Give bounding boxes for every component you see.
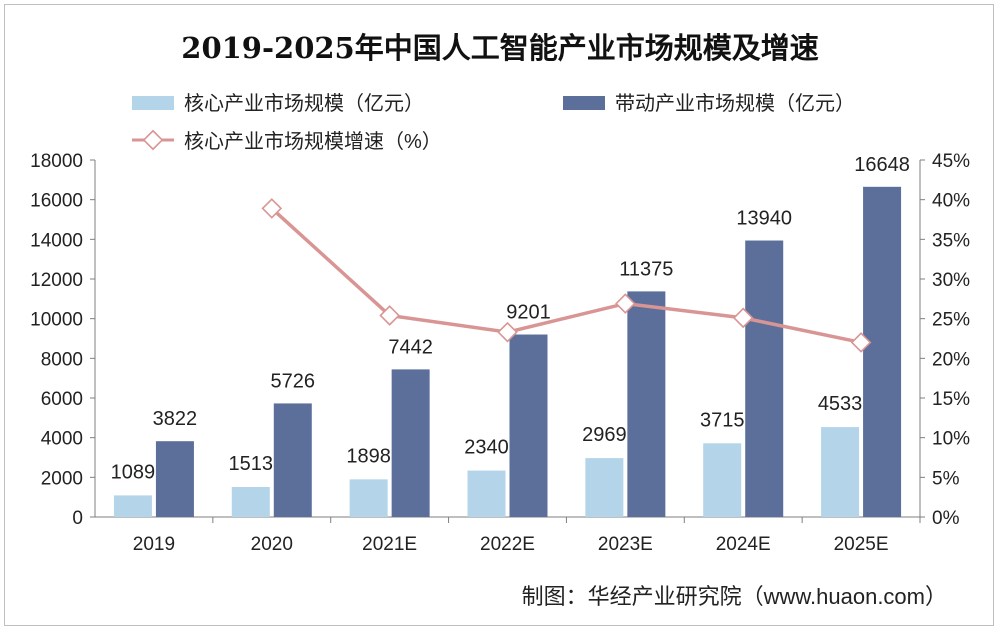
y-left-tick-label: 10000 [30, 310, 83, 331]
growth-point [732, 307, 754, 329]
legend-label-growth: 核心产业市场规模增速（%） [184, 130, 442, 153]
source-note: 制图：华经产业研究院（www.huaon.com） [522, 584, 947, 609]
x-tick-label: 2024E [716, 534, 771, 555]
bar-core [821, 427, 860, 517]
x-tick-label: 2020 [251, 534, 293, 555]
growth-point [497, 321, 518, 343]
data-label-core: 1898 [346, 445, 391, 467]
data-label-core: 1513 [229, 453, 274, 475]
data-label-core: 2340 [464, 437, 509, 459]
x-tick-label: 2023E [598, 534, 653, 555]
y-right-tick-label: 5% [932, 468, 960, 489]
y-right-tick-label: 30% [932, 270, 970, 291]
y-right-tick-label: 15% [932, 389, 970, 410]
y-left-tick-label: 8000 [41, 349, 83, 370]
bar-driven [391, 369, 430, 517]
y-left-tick-label: 4000 [41, 429, 83, 450]
y-right-tick-label: 20% [932, 349, 970, 370]
chart-title: 2019-2025年中国人工智能产业市场规模及增速 [181, 31, 818, 65]
y-left-tick-label: 2000 [41, 468, 83, 489]
y-left-tick-label: 16000 [30, 191, 83, 212]
legend-swatch-core [132, 96, 174, 110]
y-right-tick-label: 0% [932, 508, 960, 529]
data-label-driven: 7442 [388, 336, 433, 358]
bar-driven [627, 291, 666, 517]
y-left-tick-label: 18000 [30, 151, 83, 172]
data-label-driven: 13940 [736, 208, 792, 230]
legend-swatch-driven [563, 96, 605, 110]
legend-label-core: 核心产业市场规模（亿元） [184, 92, 424, 115]
data-label-driven: 16648 [854, 154, 910, 176]
growth-point [379, 305, 400, 326]
y-right-tick-label: 45% [932, 151, 970, 172]
growth-point [850, 332, 872, 353]
bar-driven [155, 441, 194, 517]
data-label-core: 4533 [818, 393, 863, 415]
bar-driven [863, 186, 902, 517]
legend-marker-growth [142, 129, 164, 151]
data-label-driven: 3822 [153, 408, 198, 430]
y-right-tick-label: 35% [932, 230, 970, 251]
legend-label-driven: 带动产业市场规模（亿元） [615, 92, 855, 115]
growth-line [270, 207, 862, 345]
y-left-tick-label: 12000 [30, 270, 83, 291]
y-right-tick-label: 10% [932, 429, 970, 450]
bar-core [703, 443, 742, 517]
y-right-tick-label: 25% [932, 310, 970, 331]
x-tick-label: 2025E [834, 534, 889, 555]
bar-driven [509, 334, 548, 517]
growth-point [615, 293, 636, 314]
y-right-tick-label: 40% [932, 191, 970, 212]
bar-core [113, 495, 152, 517]
data-label-core: 2969 [582, 424, 627, 446]
data-label-driven: 9201 [506, 302, 551, 324]
growth-point [261, 198, 283, 219]
y-left-tick-label: 6000 [41, 389, 83, 410]
bar-core [585, 458, 624, 517]
data-label-core: 1089 [111, 461, 156, 483]
bar-driven [745, 240, 784, 518]
bar-core [231, 486, 270, 517]
x-tick-label: 2021E [362, 534, 417, 555]
data-label-core: 3715 [700, 409, 745, 431]
data-label-driven: 5726 [271, 370, 316, 392]
bar-driven [273, 403, 312, 517]
y-left-tick-label: 14000 [30, 230, 83, 251]
bar-core [349, 479, 388, 517]
y-left-tick-label: 0 [72, 508, 83, 529]
x-tick-label: 2019 [133, 534, 175, 555]
x-tick-label: 2022E [480, 534, 535, 555]
data-label-driven: 11375 [619, 258, 673, 280]
bar-core [467, 470, 506, 517]
